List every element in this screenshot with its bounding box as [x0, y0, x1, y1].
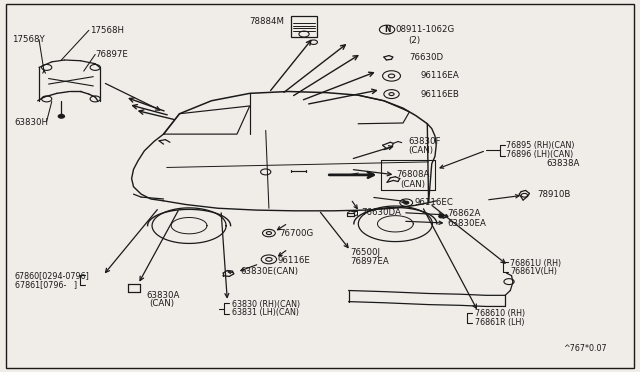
Circle shape	[42, 96, 52, 102]
Circle shape	[42, 64, 52, 70]
Text: 63830A: 63830A	[147, 291, 180, 300]
Circle shape	[310, 40, 317, 44]
Text: 76861V(LH): 76861V(LH)	[510, 267, 557, 276]
Text: 96116EA: 96116EA	[421, 71, 460, 80]
Text: 96116E: 96116E	[278, 256, 311, 265]
Circle shape	[58, 115, 65, 118]
Text: 17568H: 17568H	[90, 26, 124, 35]
Text: 96116EB: 96116EB	[421, 90, 460, 99]
Text: 63830EA: 63830EA	[448, 219, 486, 228]
Text: 67861[0796-   ]: 67861[0796- ]	[15, 280, 77, 289]
Circle shape	[388, 74, 395, 78]
Circle shape	[260, 169, 271, 175]
Text: 96116EC: 96116EC	[415, 198, 453, 207]
Text: 67860[0294-0796]: 67860[0294-0796]	[15, 271, 90, 280]
Text: 08911-1062G: 08911-1062G	[396, 25, 454, 34]
Bar	[291, 16, 317, 37]
Text: 76630D: 76630D	[410, 53, 444, 62]
Text: 768610 (RH): 768610 (RH)	[474, 310, 525, 318]
Text: 63838A: 63838A	[547, 159, 580, 168]
Circle shape	[90, 64, 100, 70]
Text: (CAN): (CAN)	[149, 299, 174, 308]
Circle shape	[404, 201, 409, 204]
Text: (CAN): (CAN)	[408, 146, 433, 155]
Text: 63830F: 63830F	[408, 137, 440, 146]
Text: 76630DA: 76630DA	[362, 208, 401, 217]
Text: (2): (2)	[408, 36, 420, 45]
Text: 76897EA: 76897EA	[351, 257, 389, 266]
Text: 63830 (RH)(CAN): 63830 (RH)(CAN)	[232, 300, 300, 309]
Text: ^767*0.07: ^767*0.07	[563, 344, 606, 353]
Text: 76500J: 76500J	[351, 248, 381, 257]
Text: 78884M: 78884M	[250, 17, 285, 26]
Text: 78910B: 78910B	[537, 190, 570, 199]
Text: 76861R (LH): 76861R (LH)	[474, 318, 524, 327]
Text: (CAN): (CAN)	[400, 180, 425, 189]
Circle shape	[521, 193, 527, 197]
Text: 76700G: 76700G	[279, 229, 314, 238]
Circle shape	[261, 255, 276, 264]
Text: N: N	[384, 25, 390, 34]
Circle shape	[389, 93, 394, 96]
Text: 76808A: 76808A	[397, 170, 430, 179]
Circle shape	[262, 230, 275, 237]
Text: 76862A: 76862A	[448, 209, 481, 218]
Text: 76861U (RH): 76861U (RH)	[510, 259, 561, 267]
Text: 63830E(CAN): 63830E(CAN)	[240, 267, 298, 276]
Text: 76895 (RH)(CAN): 76895 (RH)(CAN)	[506, 141, 575, 151]
Circle shape	[90, 96, 100, 102]
Text: 76896 (LH)(CAN): 76896 (LH)(CAN)	[506, 150, 573, 159]
Circle shape	[400, 199, 413, 206]
Circle shape	[380, 25, 395, 34]
Circle shape	[504, 279, 514, 285]
Circle shape	[266, 232, 271, 235]
Circle shape	[266, 257, 272, 261]
Circle shape	[299, 31, 309, 37]
Text: 17568Y: 17568Y	[12, 35, 45, 44]
Text: 63831 (LH)(CAN): 63831 (LH)(CAN)	[232, 308, 299, 317]
Circle shape	[383, 71, 401, 81]
Text: 76897E: 76897E	[95, 50, 128, 59]
Text: 63830H: 63830H	[15, 119, 49, 128]
Circle shape	[384, 90, 399, 99]
Circle shape	[439, 215, 444, 218]
